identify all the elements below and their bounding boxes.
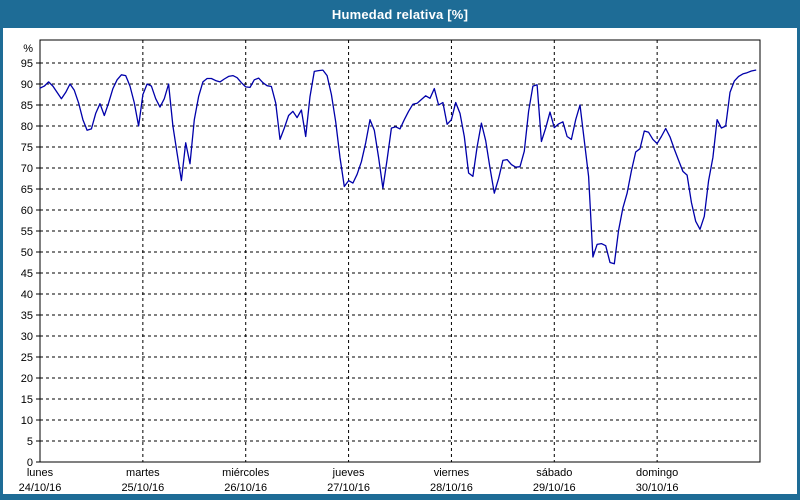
y-tick-label: 10 <box>21 415 33 427</box>
y-tick-label: 60 <box>21 205 33 217</box>
x-day-label: lunes <box>27 467 54 479</box>
y-tick-label: 65 <box>21 184 33 196</box>
x-date-label: 30/10/16 <box>636 482 679 494</box>
y-tick-label: 20 <box>21 373 33 385</box>
y-tick-label: 95 <box>21 58 33 70</box>
y-tick-label: 70 <box>21 163 33 175</box>
plot-border <box>39 39 761 463</box>
right-frame-border <box>797 0 800 500</box>
y-tick-label: 15 <box>21 394 33 406</box>
x-date-label: 26/10/16 <box>224 482 267 494</box>
y-tick-label: 30 <box>21 331 33 343</box>
x-date-label: 29/10/16 <box>533 482 576 494</box>
humidity-series-line <box>39 69 757 265</box>
x-day-label: miércoles <box>222 467 270 479</box>
y-tick-label: 35 <box>21 310 33 322</box>
y-tick-label: 40 <box>21 289 33 301</box>
x-date-label: 27/10/16 <box>327 482 370 494</box>
x-date-label: 25/10/16 <box>121 482 164 494</box>
y-axis-unit-label: % <box>23 43 33 55</box>
y-tick-label: 25 <box>21 352 33 364</box>
y-tick-label: 75 <box>21 142 33 154</box>
title-bar: Humedad relativa [%] <box>0 0 800 28</box>
x-day-label: martes <box>126 467 160 479</box>
x-date-label: 24/10/16 <box>19 482 62 494</box>
y-tick-label: 50 <box>21 247 33 259</box>
y-tick-label: 5 <box>27 436 33 448</box>
y-tick-label: 55 <box>21 226 33 238</box>
x-day-label: jueves <box>332 467 365 479</box>
x-day-label: sábado <box>536 467 572 479</box>
left-frame-border <box>0 0 3 500</box>
y-tick-label: 85 <box>21 100 33 112</box>
y-tick-label: 80 <box>21 121 33 133</box>
y-tick-label: 90 <box>21 79 33 91</box>
x-day-label: domingo <box>636 467 678 479</box>
bottom-frame-border <box>0 494 800 500</box>
y-tick-label: 0 <box>27 457 33 469</box>
chart-title: Humedad relativa [%] <box>331 6 469 22</box>
x-day-label: viernes <box>434 467 470 479</box>
x-date-label: 28/10/16 <box>430 482 473 494</box>
y-tick-label: 45 <box>21 268 33 280</box>
